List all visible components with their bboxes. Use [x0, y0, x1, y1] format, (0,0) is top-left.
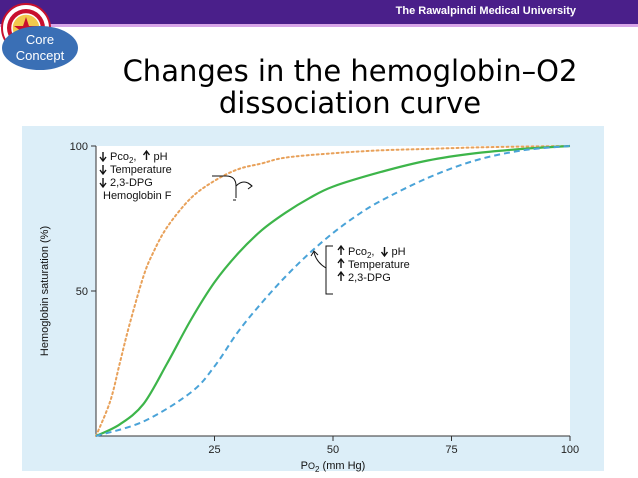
plot-background: [96, 146, 570, 436]
pointer-line: [313, 251, 327, 269]
series-line-dashed: [95, 145, 571, 437]
y-axis-label: Hemoglobin saturation (%): [39, 226, 51, 356]
annotation-text: Pco2,: [110, 151, 136, 165]
chart-series: [95, 144, 571, 437]
annotation-text: Temperature: [110, 164, 172, 176]
annotation-text: 2,3-DPG: [348, 272, 391, 284]
up-arrow-icon: [337, 244, 345, 255]
annotation-text: Hemoglobin F: [103, 190, 172, 202]
slide-title: Changes in the hemoglobin–O2 dissociatio…: [100, 55, 600, 119]
x-axis-label: PO2 (mm Hg): [301, 460, 366, 474]
annotation-text: Pco2,: [348, 246, 374, 260]
header-bar: The Rawalpindi Medical University: [0, 0, 638, 27]
pointer-arrow-icon: [247, 182, 253, 190]
slide-title-line-2: dissociation curve: [218, 86, 482, 120]
down-arrow-icon: [380, 247, 389, 258]
up-arrow-icon: [337, 270, 345, 281]
up-arrow-icon: [337, 257, 345, 268]
down-arrow-icon: [99, 178, 107, 189]
annotation-text: pH: [391, 246, 405, 258]
annotation-text: 2,3-DPG: [110, 177, 153, 189]
x-tick-label: 25: [208, 444, 220, 456]
chart-ticks: 25 50 75 100 50 100: [70, 141, 580, 456]
university-name: The Rawalpindi Medical University: [395, 5, 576, 17]
y-tick-label: 100: [70, 141, 88, 153]
pointer-arrow-icon: [310, 250, 319, 257]
annotation-text: pH: [153, 151, 167, 163]
x-tick-label: 50: [327, 444, 339, 456]
series-line-solid: [95, 144, 571, 437]
core-concept-badge: Core Concept: [2, 26, 78, 70]
down-arrow-icon: [99, 152, 107, 163]
y-tick-label: 50: [76, 286, 88, 298]
badge-line-2: Concept: [15, 48, 65, 63]
down-arrow-icon: [99, 165, 107, 176]
annotation-text: Temperature: [348, 259, 410, 271]
x-tick-label: 75: [445, 444, 457, 456]
up-arrow-icon: [142, 149, 151, 160]
slide-title-line-1: Changes in the hemoglobin–O2: [122, 54, 578, 88]
bracket-line: [325, 245, 333, 295]
badge-line-1: Core: [25, 32, 55, 47]
series-line-dotted: [95, 145, 571, 437]
x-tick-label: 100: [561, 444, 579, 456]
